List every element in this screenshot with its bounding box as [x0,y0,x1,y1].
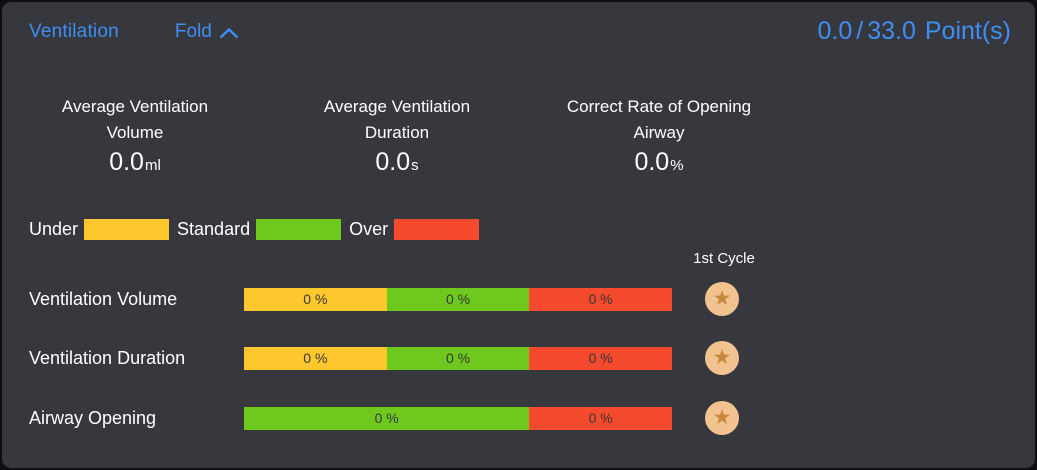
stat-unit: ml [144,157,161,174]
result-bar: 0 % 0 % [244,406,672,430]
legend-label: Over [349,219,389,239]
metric-row-ventilation-volume: Ventilation Volume 0 % 0 % 0 % ★ [29,282,739,316]
bar-segment-over: 0 % [529,406,672,430]
bar-segment-under: 0 % [244,287,387,311]
stat-average-ventilation-duration: Average Ventilation Duration 0.0s [266,94,528,177]
bar-segment-over: 0 % [529,346,673,370]
stat-value: 0.0 [375,148,411,176]
cycle-star-badge: ★ [705,341,739,375]
result-bar: 0 % 0 % 0 % [244,287,673,311]
stat-unit: s [411,157,419,174]
row-label: Ventilation Volume [29,288,178,309]
result-bar: 0 % 0 % 0 % [244,346,673,370]
segment-value: 0 % [588,350,613,366]
score-unit: Point(s) [924,17,1011,45]
star-icon: ★ [712,405,732,429]
stat-label-line2: Duration [364,123,430,142]
bar-segment-standard: 0 % [386,287,530,311]
score-current: 0.0 [817,17,853,45]
stat-label-line1: Average Ventilation [323,97,471,116]
section-title: Ventilation [29,21,119,42]
bar-segment-under: 0 % [244,346,387,370]
cycle-column-header: 1st Cycle [693,250,755,267]
stat-label-line1: Correct Rate of Opening [566,97,752,116]
legend-label: Under [29,219,79,239]
stat-label-line1: Average Ventilation [61,97,209,116]
fold-button[interactable]: Fold [175,21,239,43]
stat-average-ventilation-volume: Average Ventilation Volume 0.0ml [4,94,266,177]
segment-value: 0 % [303,350,328,366]
legend-item-standard: Standard [177,219,349,240]
row-label: Ventilation Duration [29,347,186,368]
segment-value: 0 % [303,291,328,307]
segment-value: 0 % [588,410,613,426]
stat-unit: % [670,157,684,174]
legend-swatch-under [84,219,170,240]
stat-value: 0.0 [634,148,670,176]
metric-row-ventilation-duration: Ventilation Duration 0 % 0 % 0 % ★ [29,341,739,375]
score-total: 33.0 [867,17,916,45]
stat-value: 0.0 [109,148,144,176]
legend-label: Standard [177,219,251,239]
score-display: 0.0 / 33.0 Point(s) [817,17,1011,46]
bar-segment-standard: 0 % [386,346,530,370]
chevron-up-icon [219,27,239,38]
bar-segment-standard: 0 % [244,406,530,430]
cycle-star-badge: ★ [705,401,739,435]
fold-button-label: Fold [174,21,212,42]
segment-value: 0 % [445,350,471,366]
legend-swatch-over [394,219,480,240]
legend-swatch-standard [256,219,342,240]
stat-label-line2: Volume [106,123,164,142]
segment-value: 0 % [374,410,399,426]
cycle-star-badge: ★ [705,282,739,316]
stat-label-line2: Airway [633,123,685,142]
legend-item-over: Over [349,219,480,240]
star-icon: ★ [712,286,732,310]
star-icon: ★ [712,345,732,369]
metric-row-airway-opening: Airway Opening 0 % 0 % ★ [29,401,739,435]
score-separator: / [856,17,864,45]
stats-row: Average Ventilation Volume 0.0ml Average… [4,94,790,177]
row-label: Airway Opening [29,407,157,428]
stat-correct-rate-opening-airway: Correct Rate of Opening Airway 0.0% [528,94,790,177]
legend-item-under: Under [29,219,177,240]
bar-segment-over: 0 % [529,287,673,311]
legend: Under Standard Over [29,219,480,240]
segment-value: 0 % [588,291,613,307]
segment-value: 0 % [445,291,471,307]
